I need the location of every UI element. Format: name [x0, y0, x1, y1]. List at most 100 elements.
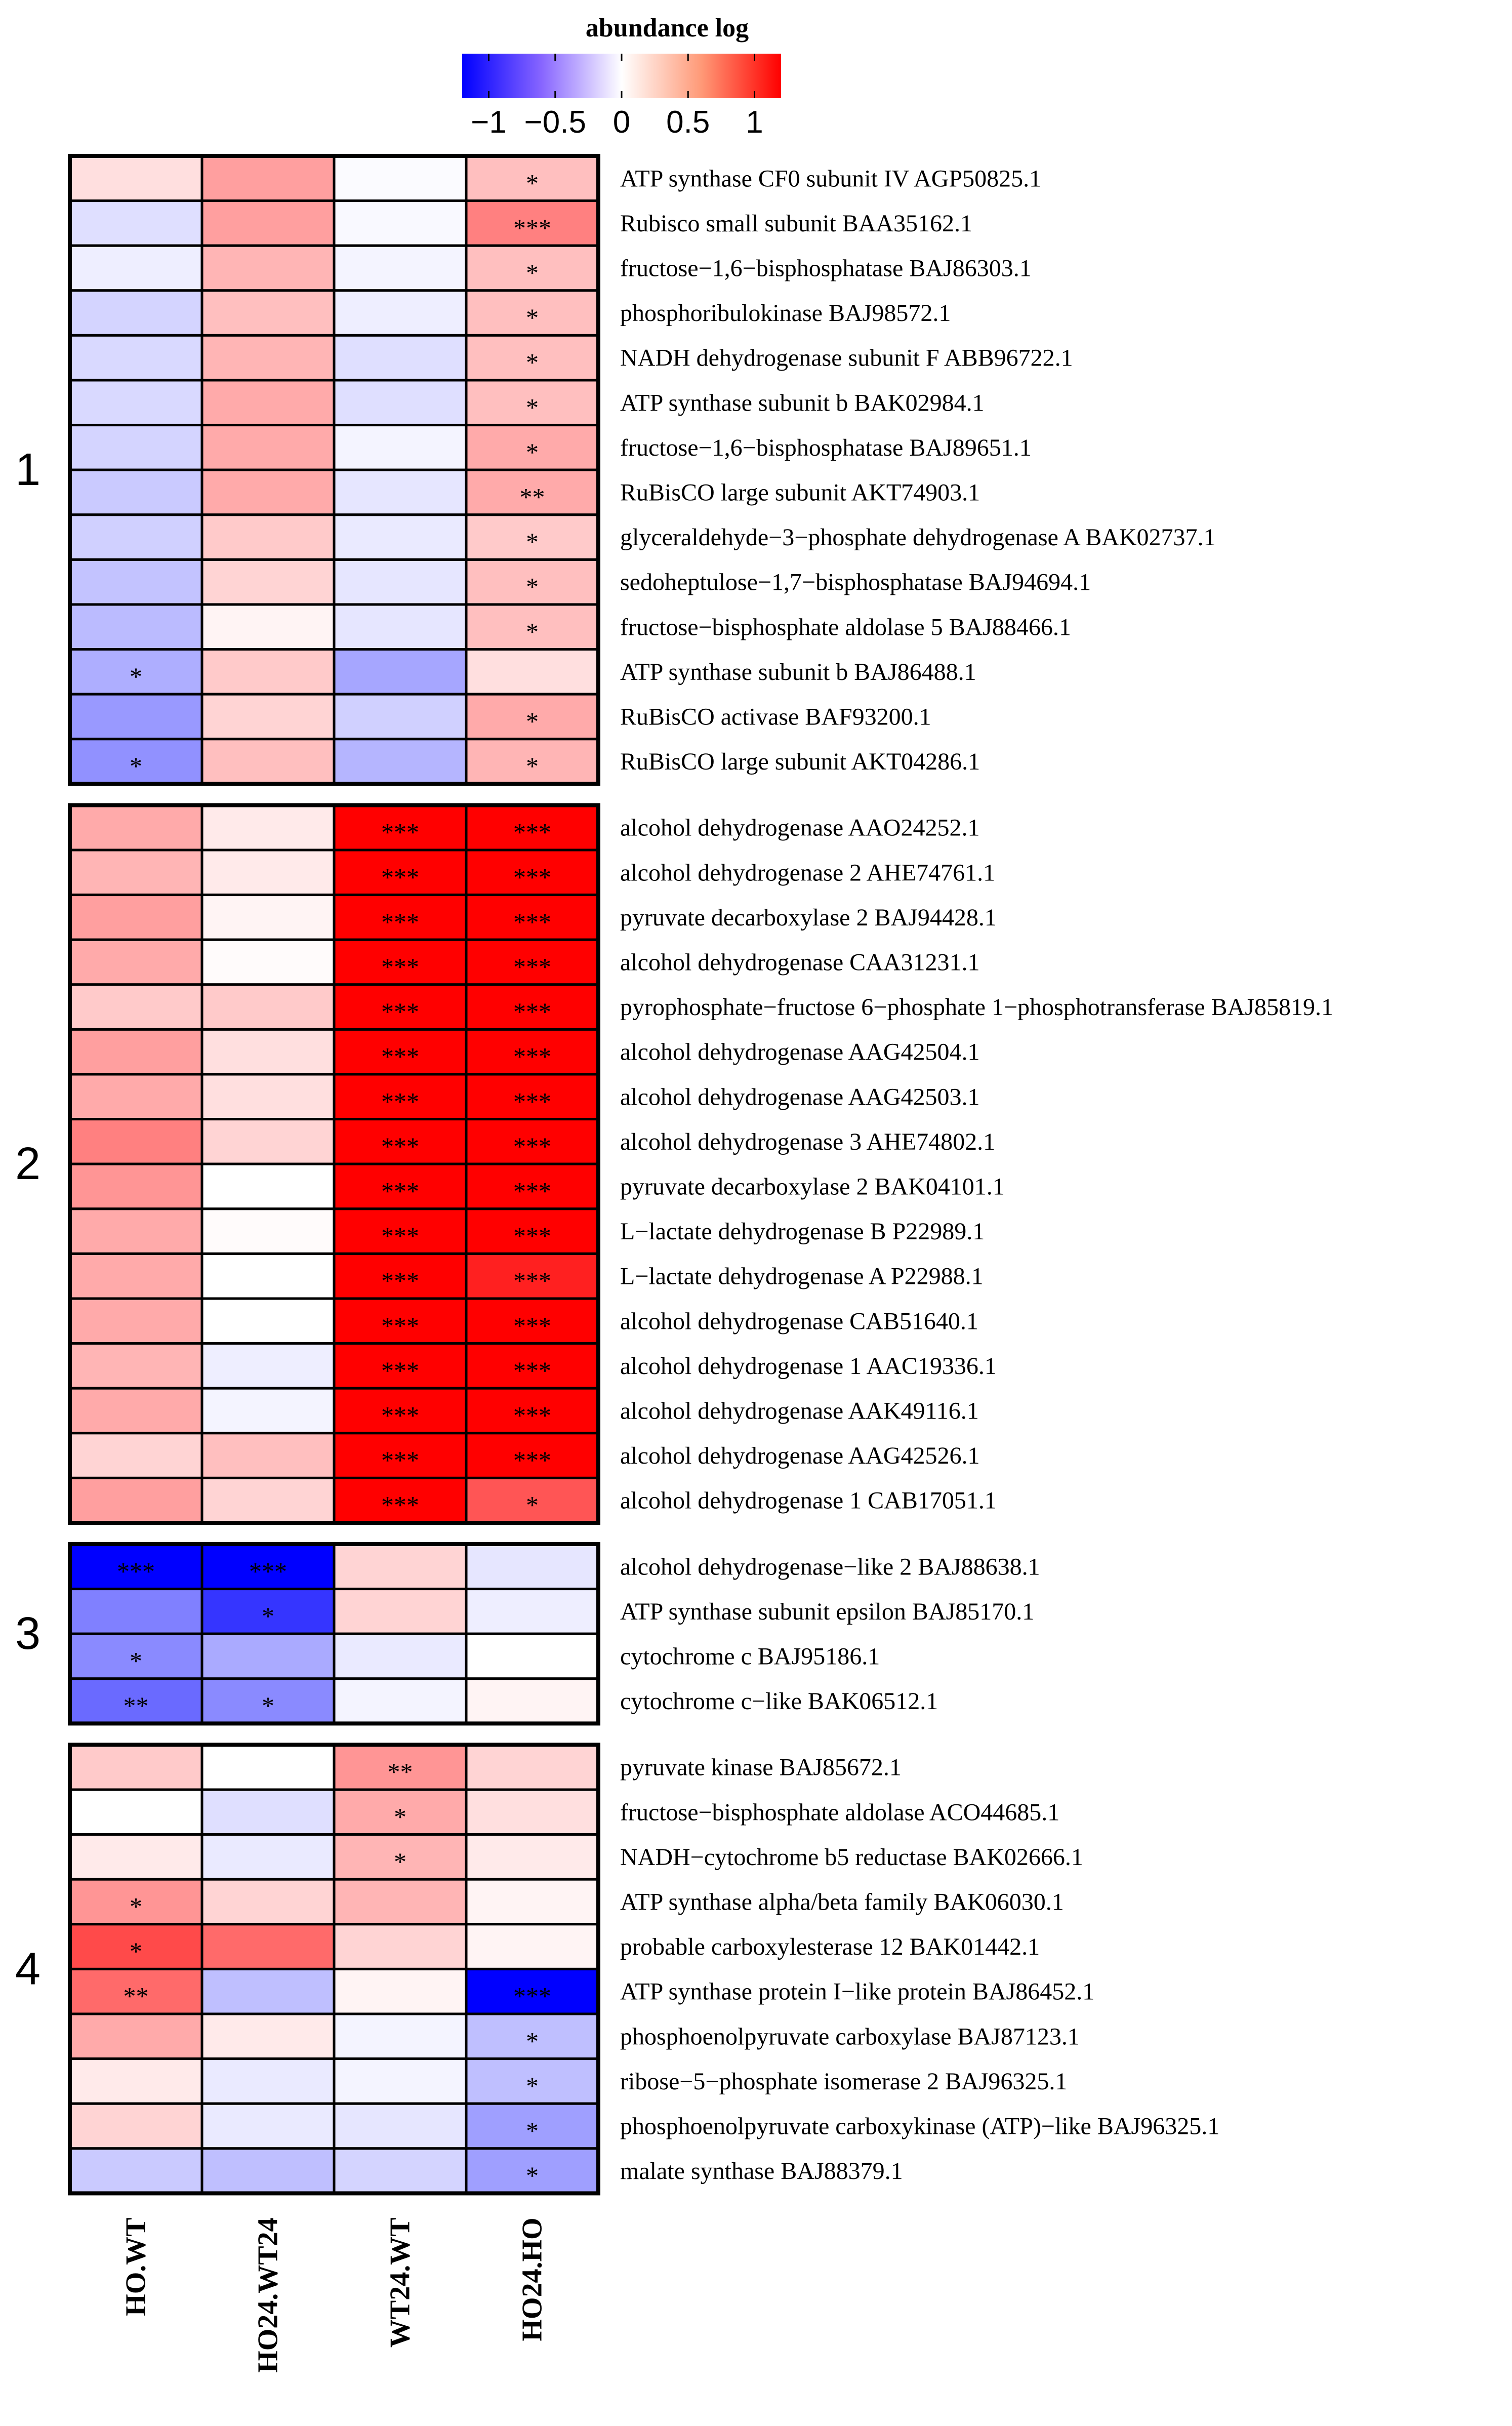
heatmap-cell: [68, 379, 203, 427]
heatmap-cell: [333, 424, 468, 471]
cluster-2: *** *** alcohol dehydrogenase AAO24252.1 **…: [15, 803, 1333, 1525]
significance-mark: ***: [117, 1557, 155, 1585]
heatmap-cell: [200, 1923, 336, 1970]
significance-mark: ***: [381, 1311, 419, 1340]
significance-mark: *: [526, 259, 539, 287]
heatmap-cell: [200, 1677, 336, 1725]
significance-mark: **: [388, 1758, 413, 1786]
significance-mark: ***: [381, 908, 419, 936]
significance-mark: ***: [513, 908, 551, 936]
row-label: cytochrome c−like BAK06512.1: [620, 1688, 938, 1715]
row-label: alcohol dehydrogenase 1 AAC19336.1: [620, 1353, 997, 1380]
heatmap-cell: [68, 289, 203, 337]
heatmap-cell: [200, 1073, 336, 1121]
heatmap-cell: [68, 1743, 203, 1791]
heatmap-cell: [200, 2012, 336, 2060]
row-label: ATP synthase CF0 subunit IV AGP50825.1: [620, 165, 1041, 192]
significance-mark: *: [526, 617, 539, 645]
heatmap-cell: [200, 1588, 336, 1635]
heatmap-clusters: * ATP synthase CF0 subunit IV AGP50825.1 *…: [15, 154, 1333, 2196]
significance-mark: ***: [381, 1177, 419, 1205]
significance-mark: ***: [513, 1982, 551, 2010]
heatmap-cell: [68, 1073, 203, 1121]
heatmap-cell: [68, 334, 203, 382]
heatmap-cell: [68, 468, 203, 516]
heatmap-cell: [333, 1878, 468, 1926]
significance-mark: ***: [381, 1446, 419, 1474]
significance-mark: **: [520, 483, 545, 511]
heatmap-cell: [68, 1833, 203, 1881]
heatmap-cell: [68, 848, 203, 897]
row-label: NADH dehydrogenase subunit F ABB96722.1: [620, 345, 1073, 372]
row-label: ribose−5−phosphate isomerase 2 BAJ96325.…: [620, 2068, 1067, 2095]
cluster-label: 2: [15, 1139, 40, 1189]
row-label: phosphoenolpyruvate carboxylase BAJ87123…: [620, 2023, 1080, 2050]
heatmap-cell: [465, 738, 600, 785]
significance-mark: ***: [381, 1042, 419, 1071]
cluster-label: 4: [15, 1944, 40, 1994]
heatmap-cell: [68, 803, 203, 852]
colorbar-tick-label: 1: [746, 105, 763, 140]
heatmap-cell: [465, 513, 600, 561]
row-label: alcohol dehydrogenase CAB51640.1: [620, 1308, 978, 1335]
column-label: WT24.WT: [385, 2217, 416, 2348]
row-label: alcohol dehydrogenase AAG42504.1: [620, 1039, 980, 1066]
heatmap-cell: [68, 1543, 203, 1591]
colorbar-tick-label: 0: [613, 105, 630, 140]
colorbar-gradient: [462, 54, 781, 98]
row-label: fructose−1,6−bisphosphatase BAJ89651.1: [620, 434, 1032, 461]
colorbar-tick-label: −0.5: [524, 105, 586, 140]
heatmap-cell: [333, 1788, 468, 1836]
cluster-label: 3: [15, 1608, 40, 1659]
heatmap-cell: [465, 1788, 600, 1836]
significance-mark: ***: [513, 214, 551, 242]
heatmap-cell: [333, 1387, 468, 1435]
row-label: cytochrome c BAJ95186.1: [620, 1643, 880, 1670]
significance-mark: *: [526, 2027, 539, 2055]
significance-mark: *: [130, 662, 142, 691]
heatmap-cell: [200, 334, 336, 382]
heatmap-cell: [465, 1543, 600, 1591]
row-label: glyceraldehyde−3−phosphate dehydrogenase…: [620, 524, 1216, 551]
heatmap-cell: [68, 2102, 203, 2150]
significance-mark: ***: [513, 1222, 551, 1250]
row-label: alcohol dehydrogenase AAO24252.1: [620, 815, 980, 841]
heatmap-cell: [200, 603, 336, 651]
significance-mark: *: [526, 707, 539, 736]
significance-mark: *: [526, 2117, 539, 2145]
heatmap-cell: [333, 1543, 468, 1591]
heatmap-cell: [465, 1162, 600, 1210]
significance-mark: *: [130, 1937, 142, 1965]
significance-mark: ***: [381, 1222, 419, 1250]
heatmap-cell: [333, 379, 468, 427]
significance-mark: ***: [513, 1087, 551, 1115]
significance-mark: ***: [381, 1132, 419, 1160]
row-label: pyruvate kinase BAJ85672.1: [620, 1754, 902, 1781]
heatmap-cell: [68, 693, 203, 741]
heatmap-cell: [333, 513, 468, 561]
row-label: alcohol dehydrogenase AAG42503.1: [620, 1083, 980, 1110]
heatmap-cell: [200, 379, 336, 427]
heatmap-cell: [68, 244, 203, 292]
heatmap-cell: [333, 2102, 468, 2150]
heatmap-cell: [200, 1833, 336, 1881]
significance-mark: ***: [513, 997, 551, 1026]
row-label: probable carboxylesterase 12 BAK01442.1: [620, 1933, 1040, 1960]
row-label: RuBisCO large subunit AKT74903.1: [620, 479, 980, 506]
heatmap-cell: [465, 2057, 600, 2105]
row-label: pyruvate decarboxylase 2 BAK04101.1: [620, 1174, 1005, 1200]
significance-mark: ***: [381, 1267, 419, 1295]
significance-mark: *: [130, 1892, 142, 1921]
column-labels: HO.WT HO24.WT24 WT24.WT HO24.HO: [120, 2217, 548, 2372]
heatmap-cell: [333, 1632, 468, 1680]
row-label: fructose−bisphosphate aldolase 5 BAJ8846…: [620, 614, 1071, 640]
row-label: L−lactate dehydrogenase B P22989.1: [620, 1218, 985, 1245]
heatmap-cell: [68, 199, 203, 247]
heatmap-cell: [200, 1252, 336, 1300]
heatmap-cell: [68, 983, 203, 1031]
row-label: phosphoribulokinase BAJ98572.1: [620, 300, 951, 327]
significance-mark: ***: [513, 1177, 551, 1205]
heatmap-cell: [465, 468, 600, 516]
heatmap-cell: [333, 1923, 468, 1970]
